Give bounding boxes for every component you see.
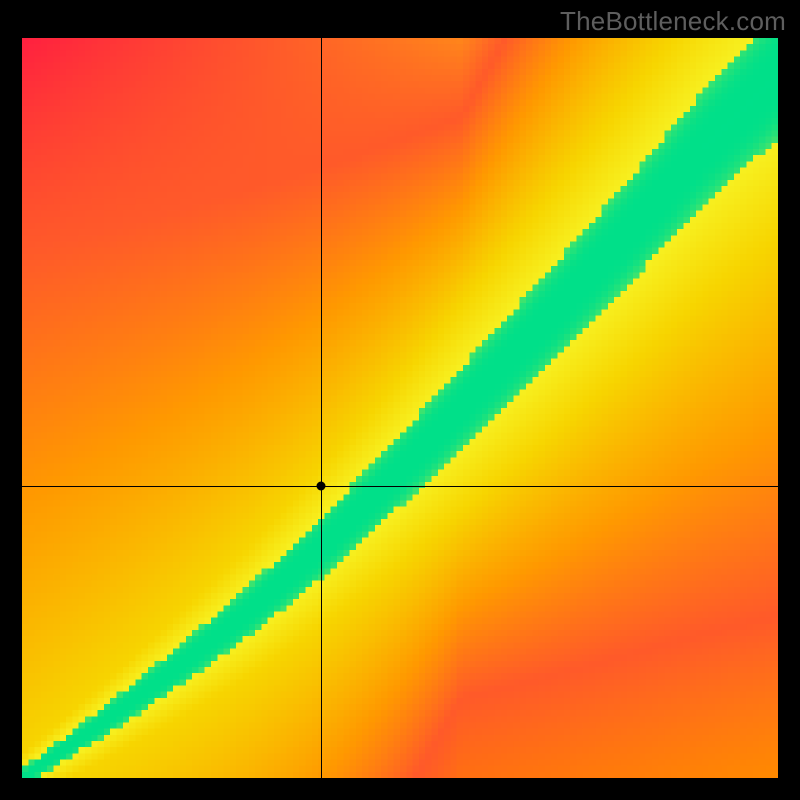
watermark-label: TheBottleneck.com (560, 6, 786, 37)
heatmap-plot (22, 38, 778, 778)
marker-dot (316, 481, 325, 490)
heatmap-canvas (22, 38, 778, 778)
crosshair-vertical (321, 38, 322, 778)
chart-container: TheBottleneck.com (0, 0, 800, 800)
crosshair-horizontal (22, 486, 778, 487)
